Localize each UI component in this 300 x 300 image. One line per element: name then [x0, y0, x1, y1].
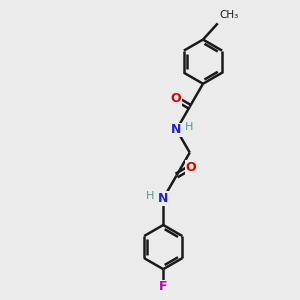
- Text: H: H: [184, 122, 193, 132]
- Text: F: F: [159, 280, 167, 293]
- Text: O: O: [170, 92, 181, 105]
- Text: N: N: [158, 192, 168, 205]
- Text: N: N: [171, 123, 182, 136]
- Text: CH₃: CH₃: [219, 11, 238, 20]
- Text: H: H: [146, 190, 154, 201]
- Text: O: O: [185, 161, 196, 174]
